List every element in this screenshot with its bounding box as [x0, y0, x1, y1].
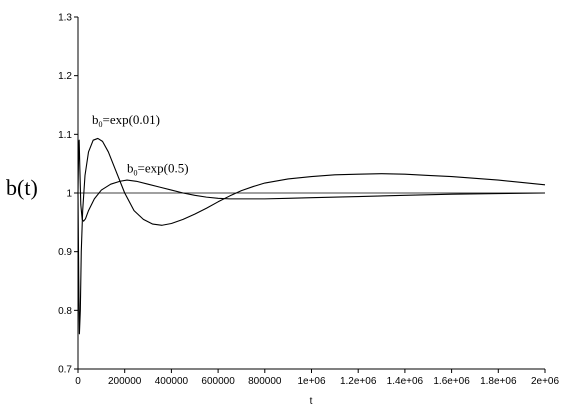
curve-annotation: b0=exp(0.01)	[92, 112, 160, 129]
series-line-2	[77, 139, 546, 222]
annotation-subscript: 0	[99, 120, 103, 129]
annotation-text: =exp(0.5)	[138, 160, 189, 175]
series-line-1	[77, 137, 546, 335]
annotation-text: =exp(0.01)	[103, 112, 161, 127]
y-tick-label: 0.9	[58, 247, 72, 258]
x-tick-label: 1.2e+06	[340, 376, 377, 387]
x-tick-label: 1e+06	[297, 376, 326, 387]
y-axis-title: b(t)	[6, 175, 38, 200]
annotations: b0=exp(0.01)b0=exp(0.5)	[92, 112, 189, 178]
curve-annotation: b0=exp(0.5)	[127, 160, 189, 177]
x-tick-label: 0	[75, 376, 81, 387]
y-tick-label: 1	[66, 189, 72, 200]
y-tick-label: 1.3	[58, 13, 72, 24]
annotation-subscript: 0	[134, 168, 138, 177]
x-tick-label: 200000	[108, 376, 142, 387]
x-tick-label: 1.6e+06	[433, 376, 470, 387]
y-ticks: 0.7 0.8 0.9 1 1.1 1.2 1.3	[58, 13, 78, 376]
y-tick-label: 1.2	[58, 71, 72, 82]
y-tick-label: 0.7	[58, 365, 72, 376]
annotation-base: b	[127, 160, 134, 175]
x-tick-label: 1.4e+06	[387, 376, 424, 387]
x-axis-title: t	[310, 396, 313, 407]
x-tick-label: 400000	[155, 376, 189, 387]
y-tick-label: 0.8	[58, 306, 72, 317]
x-tick-label: 800000	[248, 376, 282, 387]
series-layer	[77, 137, 546, 335]
x-ticks: 0 200000 400000 600000 800000 1e+06 1.2e+06 1.4…	[75, 369, 559, 387]
annotation-base: b	[92, 112, 99, 127]
x-tick-label: 1.8e+06	[480, 376, 517, 387]
x-tick-label: 600000	[201, 376, 235, 387]
x-tick-label: 2e+06	[531, 376, 560, 387]
y-tick-label: 1.1	[58, 130, 72, 141]
